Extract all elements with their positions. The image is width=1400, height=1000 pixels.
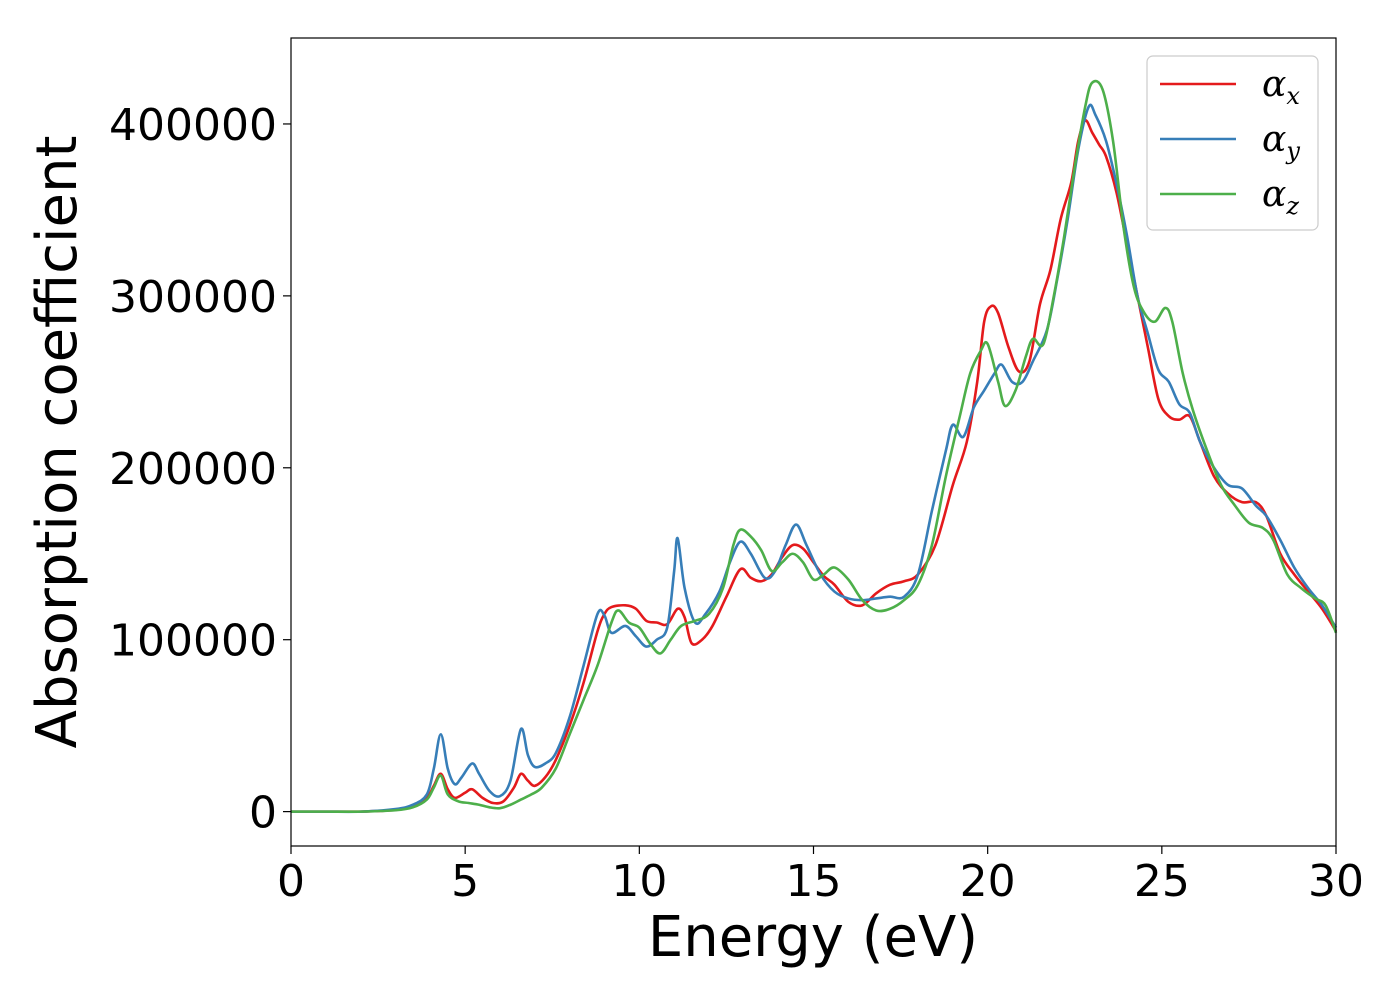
legend-label-x: αx [1262, 64, 1300, 110]
series-layer [291, 79, 1338, 814]
x-tick-label: 20 [960, 856, 1016, 907]
x-tick-label: 30 [1308, 856, 1364, 907]
series-line-z [291, 79, 1338, 814]
y-tick-label: 300000 [109, 272, 277, 323]
x-tick-label: 25 [1134, 856, 1190, 907]
series-line-x [291, 119, 1338, 814]
x-tick-label: 10 [611, 856, 667, 907]
y-tick-label: 100000 [109, 616, 277, 667]
x-tick-label: 0 [277, 856, 305, 907]
y-tick-label: 200000 [109, 444, 277, 495]
x-axis-title: Energy (eV) [648, 905, 978, 970]
legend-label-z: αz [1262, 174, 1299, 220]
x-tick-label: 15 [786, 856, 842, 907]
legend: αx αy αz [1146, 55, 1319, 231]
legend-label-y: αy [1262, 119, 1300, 165]
legend-box [1146, 55, 1319, 231]
series-line-y [291, 103, 1338, 814]
x-tick-label: 5 [451, 856, 479, 907]
y-axis: 0 100000 200000 300000 400000 [109, 100, 291, 839]
x-axis: 0 5 10 15 20 25 30 [277, 846, 1364, 907]
y-tick-label: 400000 [109, 100, 277, 151]
y-tick-label: 0 [249, 788, 277, 839]
y-axis-title: Absorption coefficient [25, 136, 90, 749]
